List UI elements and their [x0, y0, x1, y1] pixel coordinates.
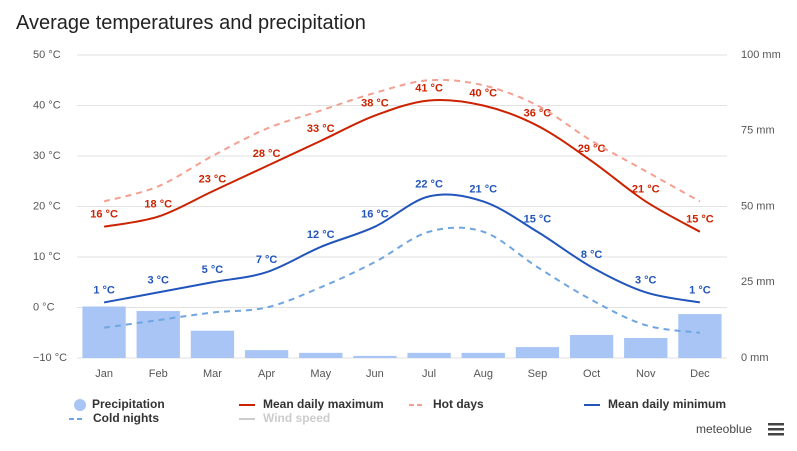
data-label: 28 °C	[253, 148, 281, 160]
bar	[678, 314, 722, 358]
legend-label[interactable]: Wind speed	[263, 411, 330, 425]
line	[103, 193, 701, 304]
x-tick-label: Jun	[366, 368, 384, 380]
y-tick-label: −10 °C	[33, 352, 67, 364]
data-label: 40 °C	[469, 87, 497, 99]
data-label: 15 °C	[524, 214, 552, 226]
y-tick-label: 30 °C	[33, 150, 61, 162]
y2-tick-label: 75 mm	[741, 125, 775, 137]
data-label: 21 °C	[469, 183, 497, 195]
x-tick-label: Sep	[528, 368, 548, 380]
legend-label[interactable]: Precipitation	[92, 397, 165, 411]
y2-tick-label: 25 mm	[741, 276, 775, 288]
data-label: 1 °C	[689, 284, 711, 296]
legend-label[interactable]: Mean daily minimum	[608, 397, 726, 411]
data-label: 7 °C	[256, 254, 278, 266]
bar	[244, 350, 289, 358]
data-label: 33 °C	[307, 123, 335, 135]
y-tick-label: 50 °C	[33, 49, 61, 61]
data-label: 16 °C	[90, 209, 118, 221]
bar	[299, 352, 343, 358]
data-label: 22 °C	[415, 178, 443, 190]
data-label: 23 °C	[199, 173, 227, 185]
y2-tick-label: 0 mm	[741, 352, 769, 364]
bar	[624, 338, 668, 358]
data-label: 38 °C	[361, 98, 389, 110]
line	[103, 78, 701, 203]
legend-label[interactable]: Cold nights	[93, 411, 159, 425]
data-label: 5 °C	[202, 264, 224, 276]
y-tick-label: 20 °C	[33, 200, 61, 212]
data-label: 8 °C	[581, 249, 603, 261]
x-tick-label: Dec	[690, 368, 710, 380]
data-label: 21 °C	[632, 183, 660, 195]
brand: meteoblue	[696, 422, 752, 436]
y2-tick-label: 100 mm	[741, 49, 781, 61]
x-tick-label: May	[310, 368, 331, 380]
data-label: 41 °C	[415, 82, 443, 94]
menu-icon[interactable]	[768, 423, 784, 436]
line	[103, 98, 701, 233]
x-tick-label: Feb	[149, 368, 168, 380]
bar	[353, 355, 397, 358]
data-label: 18 °C	[144, 199, 172, 211]
data-label: 12 °C	[307, 229, 335, 241]
bar	[461, 352, 505, 358]
line	[103, 226, 701, 334]
data-label: 1 °C	[93, 284, 115, 296]
x-tick-label: Oct	[583, 368, 600, 380]
x-tick-label: Apr	[258, 368, 275, 380]
bar	[407, 352, 451, 358]
data-label: 16 °C	[361, 209, 389, 221]
bar	[515, 347, 560, 358]
bar	[190, 330, 235, 358]
bar	[82, 306, 126, 358]
data-label: 3 °C	[147, 274, 169, 286]
y-tick-label: 10 °C	[33, 251, 61, 263]
data-label: 3 °C	[635, 274, 657, 286]
data-label: 29 °C	[578, 143, 606, 155]
chart-title: Average temperatures and precipitation	[16, 12, 366, 34]
y-tick-label: 0 °C	[33, 301, 55, 313]
x-tick-label: Jul	[422, 368, 436, 380]
legend-label[interactable]: Hot days	[433, 397, 484, 411]
data-label: 15 °C	[686, 214, 714, 226]
x-tick-label: Nov	[636, 368, 656, 380]
y-tick-label: 40 °C	[33, 99, 61, 111]
x-tick-label: Jan	[95, 368, 113, 380]
x-tick-label: Aug	[473, 368, 493, 380]
legend-marker	[74, 399, 86, 411]
y2-tick-label: 50 mm	[741, 200, 775, 212]
data-label: 36 °C	[524, 108, 552, 120]
legend-label[interactable]: Mean daily maximum	[263, 397, 384, 411]
x-tick-label: Mar	[203, 368, 222, 380]
bar	[569, 334, 614, 358]
